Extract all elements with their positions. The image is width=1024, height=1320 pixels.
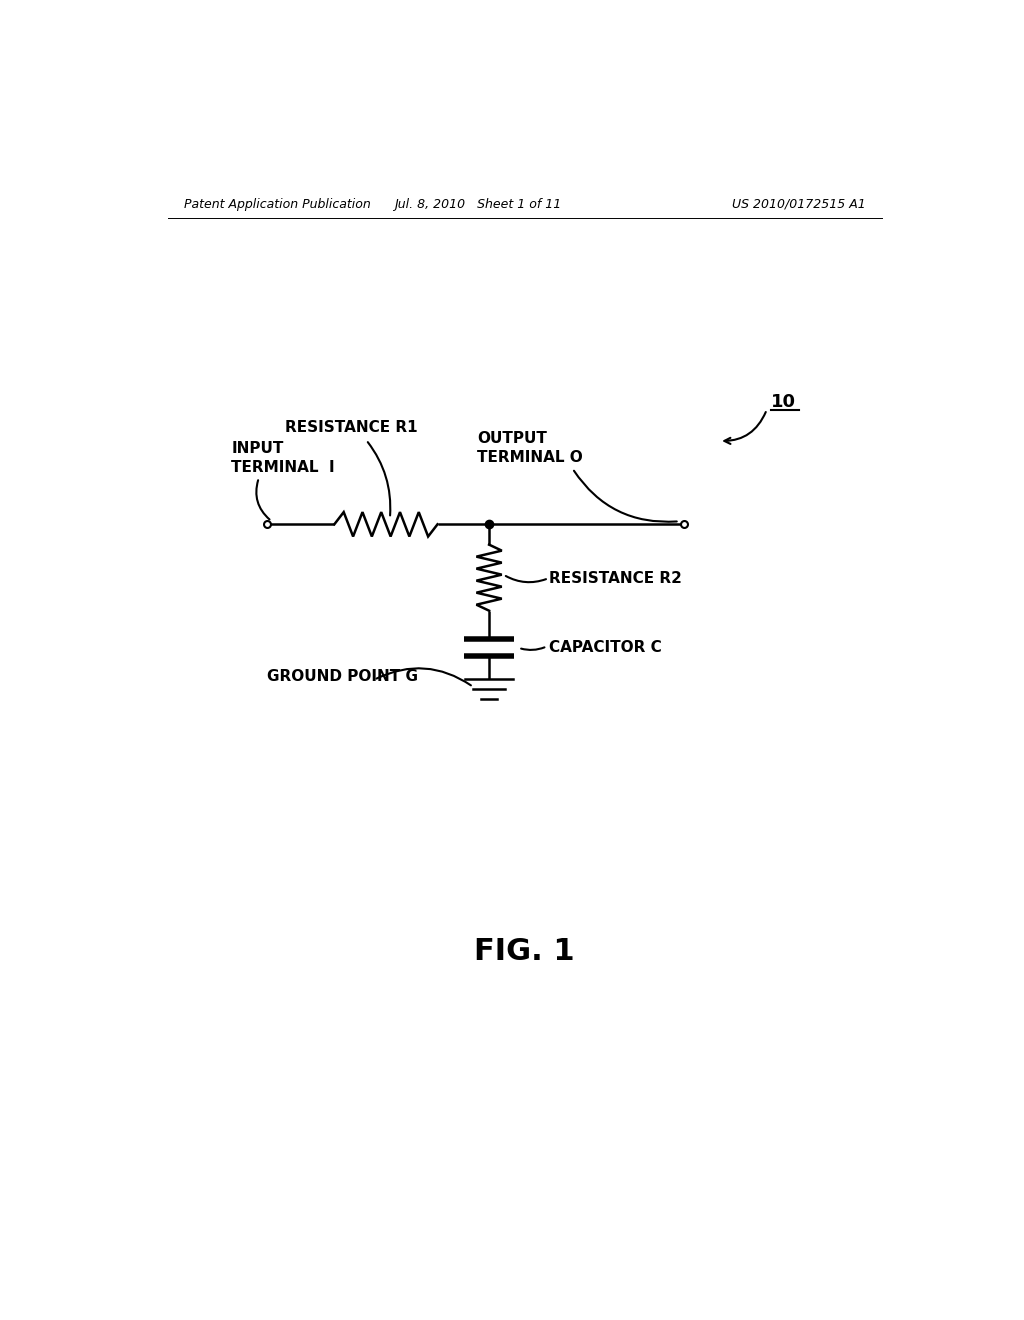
Text: RESISTANCE R1: RESISTANCE R1 <box>286 420 418 436</box>
Text: RESISTANCE R2: RESISTANCE R2 <box>549 570 682 586</box>
Text: Patent Application Publication: Patent Application Publication <box>183 198 371 211</box>
Text: INPUT
TERMINAL  I: INPUT TERMINAL I <box>231 441 335 475</box>
Text: GROUND POINT G: GROUND POINT G <box>267 669 418 684</box>
Text: 10: 10 <box>771 393 796 412</box>
Text: CAPACITOR C: CAPACITOR C <box>549 640 662 655</box>
Text: Jul. 8, 2010   Sheet 1 of 11: Jul. 8, 2010 Sheet 1 of 11 <box>393 198 561 211</box>
Text: OUTPUT
TERMINAL O: OUTPUT TERMINAL O <box>477 432 583 465</box>
Text: FIG. 1: FIG. 1 <box>474 937 575 966</box>
Text: US 2010/0172515 A1: US 2010/0172515 A1 <box>732 198 866 211</box>
